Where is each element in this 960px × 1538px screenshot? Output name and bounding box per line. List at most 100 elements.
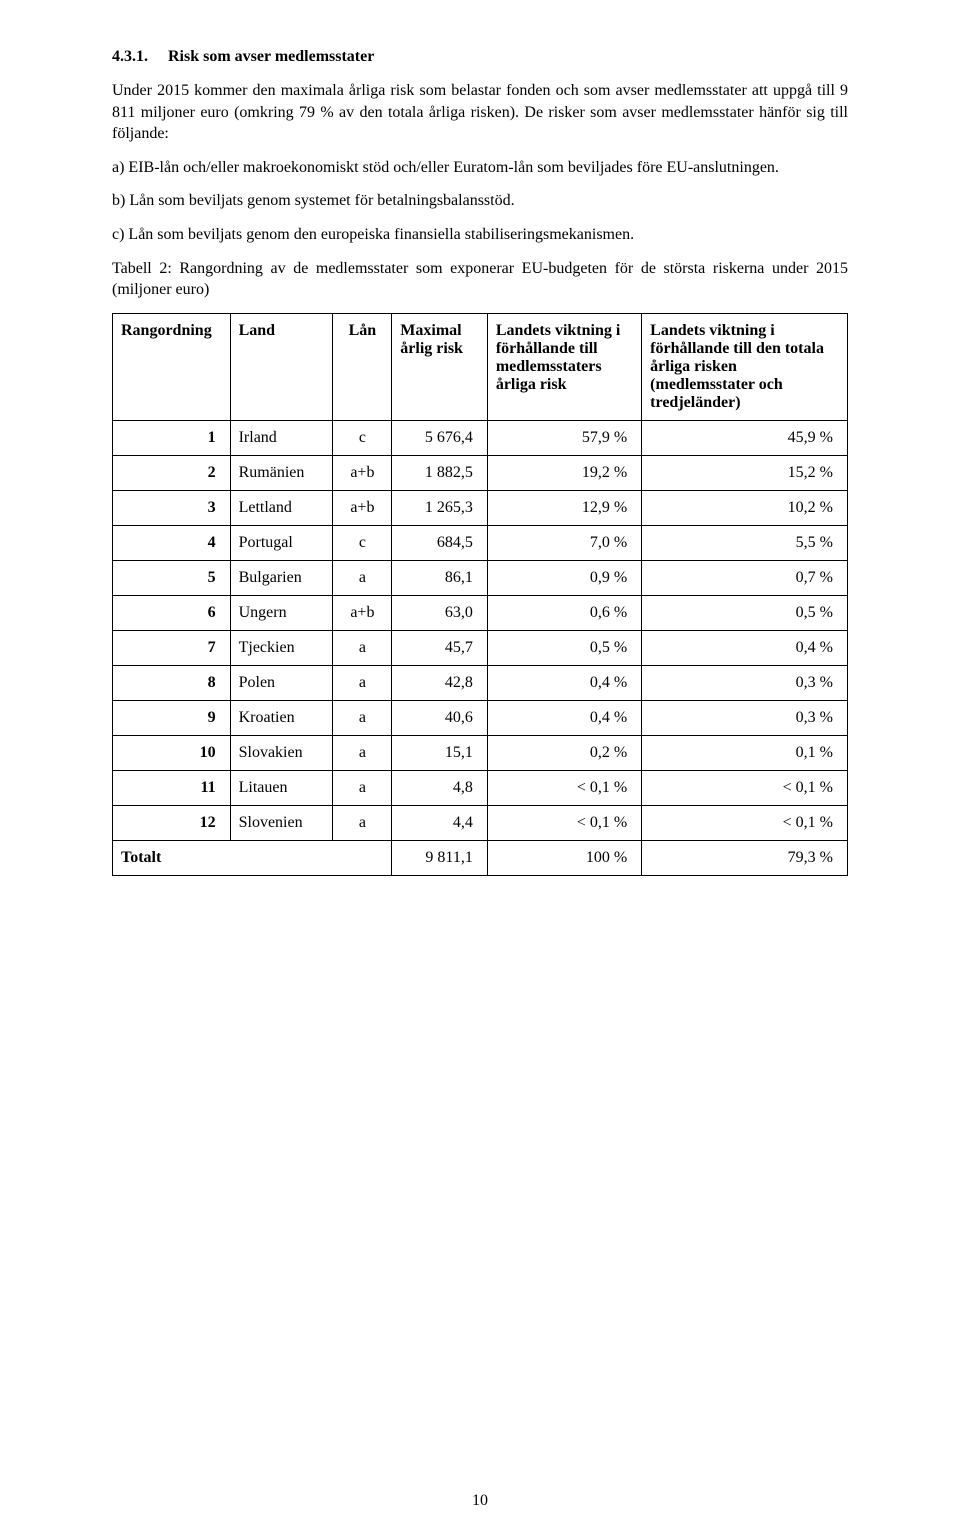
cell-loan: a+b bbox=[333, 490, 392, 525]
table-row: 4Portugalc684,57,0 %5,5 % bbox=[113, 525, 848, 560]
page-number: 10 bbox=[0, 1492, 960, 1510]
cell-rank: 7 bbox=[113, 630, 231, 665]
paragraph-b: b) Lån som beviljats genom systemet för … bbox=[112, 190, 848, 212]
cell-loan: a bbox=[333, 700, 392, 735]
cell-loan: a bbox=[333, 665, 392, 700]
cell-max: 1 265,3 bbox=[392, 490, 488, 525]
cell-w2: 10,2 % bbox=[642, 490, 848, 525]
paragraph-a: a) EIB-lån och/eller makroekonomiskt stö… bbox=[112, 157, 848, 179]
cell-total-label: Totalt bbox=[113, 840, 392, 875]
paragraph-table-caption: Tabell 2: Rangordning av de medlemsstate… bbox=[112, 258, 848, 301]
cell-loan: a bbox=[333, 805, 392, 840]
table-row: 5Bulgariena86,10,9 %0,7 % bbox=[113, 560, 848, 595]
cell-total-max: 9 811,1 bbox=[392, 840, 488, 875]
cell-max: 15,1 bbox=[392, 735, 488, 770]
cell-w2: < 0,1 % bbox=[642, 805, 848, 840]
cell-max: 45,7 bbox=[392, 630, 488, 665]
cell-max: 86,1 bbox=[392, 560, 488, 595]
cell-w2: 0,4 % bbox=[642, 630, 848, 665]
cell-rank: 3 bbox=[113, 490, 231, 525]
cell-country: Litauen bbox=[230, 770, 333, 805]
cell-max: 5 676,4 bbox=[392, 420, 488, 455]
cell-w2: 0,3 % bbox=[642, 665, 848, 700]
paragraph-c: c) Lån som beviljats genom den europeisk… bbox=[112, 224, 848, 246]
cell-w1: 0,2 % bbox=[487, 735, 641, 770]
cell-loan: a+b bbox=[333, 455, 392, 490]
cell-w1: < 0,1 % bbox=[487, 805, 641, 840]
table-total-row: Totalt9 811,1100 %79,3 % bbox=[113, 840, 848, 875]
table-row: 8Polena42,80,4 %0,3 % bbox=[113, 665, 848, 700]
cell-w1: 7,0 % bbox=[487, 525, 641, 560]
cell-max: 63,0 bbox=[392, 595, 488, 630]
cell-w1: 0,6 % bbox=[487, 595, 641, 630]
table-header: Rangordning Land Lån Maximal årlig risk … bbox=[113, 313, 848, 420]
table-body: 1Irlandc5 676,457,9 %45,9 %2Rumäniena+b1… bbox=[113, 420, 848, 875]
cell-rank: 6 bbox=[113, 595, 231, 630]
cell-w2: 0,1 % bbox=[642, 735, 848, 770]
document-page: 4.3.1.Risk som avser medlemsstater Under… bbox=[0, 0, 960, 1538]
cell-w1: < 0,1 % bbox=[487, 770, 641, 805]
cell-max: 4,4 bbox=[392, 805, 488, 840]
cell-rank: 9 bbox=[113, 700, 231, 735]
cell-country: Ungern bbox=[230, 595, 333, 630]
cell-rank: 11 bbox=[113, 770, 231, 805]
cell-country: Polen bbox=[230, 665, 333, 700]
cell-loan: a bbox=[333, 735, 392, 770]
cell-country: Tjeckien bbox=[230, 630, 333, 665]
cell-w2: 0,5 % bbox=[642, 595, 848, 630]
cell-w2: 15,2 % bbox=[642, 455, 848, 490]
cell-w1: 0,4 % bbox=[487, 700, 641, 735]
cell-max: 4,8 bbox=[392, 770, 488, 805]
cell-w1: 19,2 % bbox=[487, 455, 641, 490]
table-header-row: Rangordning Land Lån Maximal årlig risk … bbox=[113, 313, 848, 420]
cell-w1: 57,9 % bbox=[487, 420, 641, 455]
cell-country: Kroatien bbox=[230, 700, 333, 735]
cell-w2: 5,5 % bbox=[642, 525, 848, 560]
col-header-loan: Lån bbox=[333, 313, 392, 420]
cell-w2: 0,3 % bbox=[642, 700, 848, 735]
cell-total-w1: 100 % bbox=[487, 840, 641, 875]
section-number: 4.3.1. bbox=[112, 48, 168, 66]
table-row: 11Litauena4,8< 0,1 %< 0,1 % bbox=[113, 770, 848, 805]
cell-rank: 2 bbox=[113, 455, 231, 490]
table-row: 1Irlandc5 676,457,9 %45,9 % bbox=[113, 420, 848, 455]
col-header-weight-total: Landets viktning i förhållande till den … bbox=[642, 313, 848, 420]
cell-max: 684,5 bbox=[392, 525, 488, 560]
cell-w2: < 0,1 % bbox=[642, 770, 848, 805]
col-header-max: Maximal årlig risk bbox=[392, 313, 488, 420]
table-row: 2Rumäniena+b1 882,519,2 %15,2 % bbox=[113, 455, 848, 490]
cell-loan: a bbox=[333, 770, 392, 805]
cell-country: Slovenien bbox=[230, 805, 333, 840]
cell-rank: 10 bbox=[113, 735, 231, 770]
cell-country: Rumänien bbox=[230, 455, 333, 490]
cell-loan: a bbox=[333, 560, 392, 595]
cell-loan: c bbox=[333, 420, 392, 455]
section-heading: 4.3.1.Risk som avser medlemsstater bbox=[112, 48, 848, 66]
table-row: 12Sloveniena4,4< 0,1 %< 0,1 % bbox=[113, 805, 848, 840]
table-row: 6Ungerna+b63,00,6 %0,5 % bbox=[113, 595, 848, 630]
cell-rank: 4 bbox=[113, 525, 231, 560]
section-title: Risk som avser medlemsstater bbox=[168, 48, 374, 65]
cell-country: Bulgarien bbox=[230, 560, 333, 595]
cell-loan: a bbox=[333, 630, 392, 665]
cell-max: 40,6 bbox=[392, 700, 488, 735]
cell-rank: 12 bbox=[113, 805, 231, 840]
cell-country: Slovakien bbox=[230, 735, 333, 770]
cell-w2: 0,7 % bbox=[642, 560, 848, 595]
cell-rank: 8 bbox=[113, 665, 231, 700]
cell-w1: 12,9 % bbox=[487, 490, 641, 525]
cell-max: 1 882,5 bbox=[392, 455, 488, 490]
cell-country: Lettland bbox=[230, 490, 333, 525]
col-header-weight-ms: Landets viktning i förhållande till medl… bbox=[487, 313, 641, 420]
cell-w2: 45,9 % bbox=[642, 420, 848, 455]
cell-country: Irland bbox=[230, 420, 333, 455]
cell-total-w2: 79,3 % bbox=[642, 840, 848, 875]
cell-w1: 0,5 % bbox=[487, 630, 641, 665]
paragraph-intro: Under 2015 kommer den maximala årliga ri… bbox=[112, 80, 848, 145]
cell-loan: a+b bbox=[333, 595, 392, 630]
table-row: 3Lettlanda+b1 265,312,9 %10,2 % bbox=[113, 490, 848, 525]
table-row: 7Tjeckiena45,70,5 %0,4 % bbox=[113, 630, 848, 665]
col-header-country: Land bbox=[230, 313, 333, 420]
col-header-rank: Rangordning bbox=[113, 313, 231, 420]
cell-w1: 0,4 % bbox=[487, 665, 641, 700]
